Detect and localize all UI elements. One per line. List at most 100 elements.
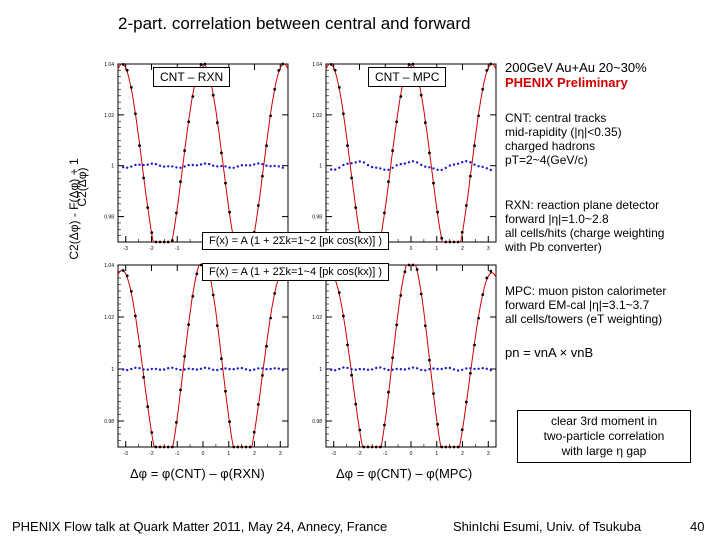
residual-point	[244, 164, 248, 167]
data-point	[183, 355, 186, 358]
data-point	[138, 144, 141, 147]
rxn-line: forward |η|=1.0~2.8	[505, 212, 609, 226]
x-tick-label: 1	[435, 246, 438, 252]
data-point	[411, 62, 415, 66]
residual-point	[150, 162, 153, 165]
page-number: 40	[690, 519, 705, 534]
residual-point	[236, 367, 239, 370]
x-tick-label: -3	[124, 451, 129, 457]
residual-point	[485, 167, 488, 170]
residual-point	[224, 367, 227, 370]
residual-point	[395, 164, 398, 167]
data-point	[395, 120, 399, 124]
residual-point	[203, 366, 207, 369]
data-point	[142, 176, 145, 180]
data-point	[444, 240, 448, 244]
residual-point	[191, 163, 194, 167]
data-point	[460, 428, 464, 432]
slide-title: 2-part. correlation between central and …	[118, 14, 471, 33]
data-point	[411, 263, 415, 267]
data-point	[125, 274, 129, 278]
residual-point	[342, 366, 345, 369]
rxn-line: all cells/hits (charge weighting	[505, 226, 665, 240]
residual-point	[444, 366, 447, 370]
data-point	[489, 62, 493, 66]
residual-point	[216, 165, 219, 168]
data-point	[428, 151, 431, 155]
y-tick-label: 1.04	[104, 263, 114, 269]
residual-point	[444, 166, 447, 170]
data-point	[220, 151, 223, 155]
data-point	[354, 206, 358, 210]
residual-point	[240, 164, 244, 167]
residual-point	[334, 369, 337, 372]
residual-point	[154, 162, 158, 166]
rxn-description: RXN: reaction plane detector forward |η|…	[505, 198, 664, 254]
residual-point	[489, 369, 492, 372]
data-point	[175, 211, 178, 215]
residual-point	[481, 367, 484, 370]
data-point	[269, 114, 272, 118]
data-point	[399, 95, 403, 98]
residual-point	[187, 163, 190, 167]
residual-point	[375, 366, 378, 370]
data-point	[415, 268, 419, 271]
data-point	[358, 428, 362, 432]
residual-point	[248, 164, 252, 167]
residual-point	[432, 367, 435, 370]
data-point	[211, 93, 215, 97]
data-point	[228, 420, 232, 424]
residual-point	[383, 367, 386, 370]
data-point	[150, 431, 154, 434]
residual-point	[220, 164, 223, 168]
residual-point	[244, 368, 248, 371]
fit-curve	[325, 264, 497, 448]
note-line: with large η gap	[561, 444, 647, 458]
data-point	[387, 390, 390, 394]
y-tick-label: 0.98	[312, 419, 322, 425]
residual-point	[183, 165, 186, 168]
residual-point	[415, 367, 419, 370]
residual-point	[342, 163, 345, 167]
data-point	[469, 174, 472, 178]
residual-point	[452, 163, 456, 166]
residual-point	[338, 166, 341, 169]
data-point	[473, 144, 476, 148]
residual-point	[179, 166, 182, 169]
data-point	[456, 445, 460, 449]
data-point	[187, 120, 191, 124]
residual-point	[126, 166, 129, 169]
data-point	[138, 344, 141, 348]
factorization-formula: pn = vnA × vnB	[505, 345, 594, 360]
residual-point	[448, 366, 452, 370]
data-point	[175, 421, 178, 424]
x-tick-label: 3	[279, 451, 282, 457]
residual-point	[175, 166, 178, 169]
residual-point	[146, 368, 149, 371]
note-line: clear 3rd moment in	[550, 414, 658, 428]
residual-point	[261, 163, 264, 166]
data-point	[370, 445, 374, 449]
data-point	[383, 423, 386, 427]
residual-point	[383, 168, 386, 171]
x-tick-label: -3	[124, 246, 129, 252]
data-point	[456, 240, 460, 244]
note-box: clear 3rd moment in two-particle correla…	[517, 410, 691, 463]
data-point	[252, 430, 256, 434]
residual-point	[269, 367, 272, 371]
data-point	[464, 204, 468, 207]
residual-point	[207, 367, 211, 370]
residual-point	[350, 368, 353, 371]
data-point	[354, 402, 358, 406]
data-point	[346, 144, 349, 147]
residual-point	[456, 369, 460, 372]
x-tick-label: -1	[175, 451, 180, 457]
data-point	[146, 206, 150, 210]
data-point	[489, 269, 493, 273]
data-point	[195, 272, 199, 276]
data-point	[187, 323, 191, 326]
data-point	[481, 87, 485, 91]
data-point	[473, 343, 476, 347]
y-tick-label: 1	[111, 164, 114, 170]
